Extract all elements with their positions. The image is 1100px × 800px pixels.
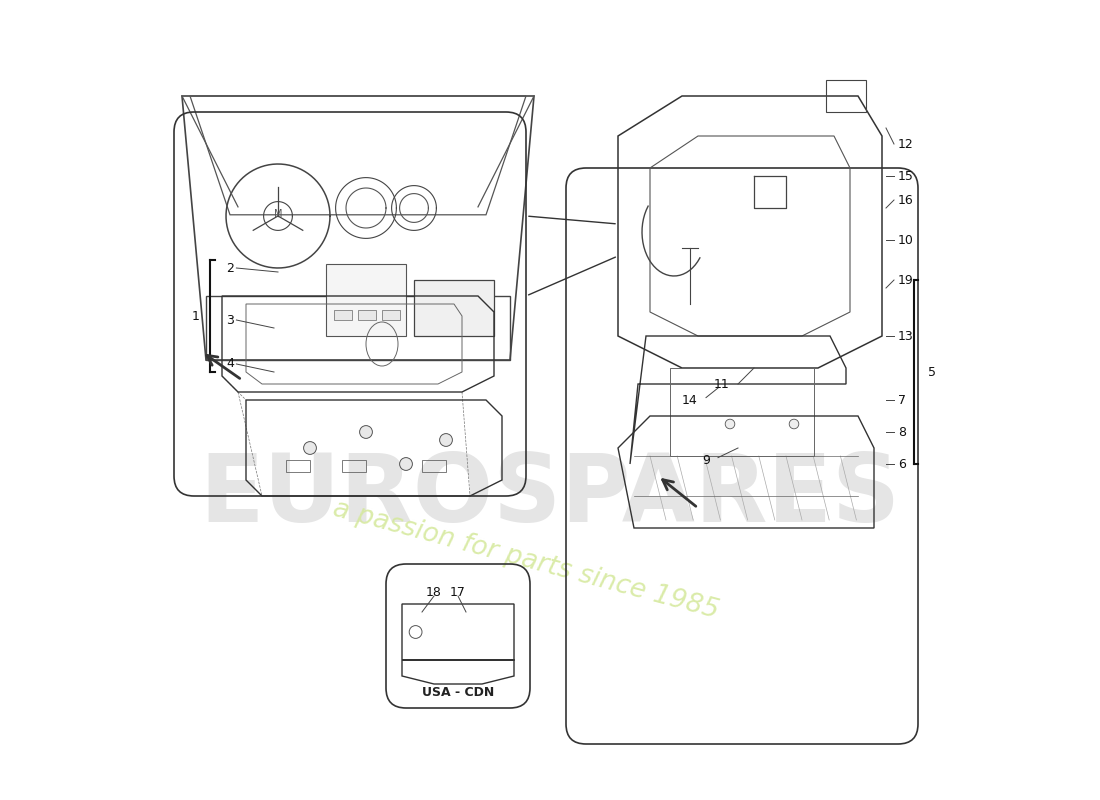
Text: 17: 17 <box>450 586 466 598</box>
Text: 12: 12 <box>898 138 914 150</box>
Bar <box>414 280 494 336</box>
Text: 8: 8 <box>898 426 906 438</box>
Text: EUROSPARES: EUROSPARES <box>199 450 901 542</box>
Circle shape <box>360 426 373 438</box>
Text: 7: 7 <box>898 394 906 406</box>
Circle shape <box>399 458 412 470</box>
Bar <box>286 460 310 472</box>
Text: 13: 13 <box>898 330 914 342</box>
Text: 5: 5 <box>928 366 936 378</box>
Circle shape <box>725 419 735 429</box>
Text: 9: 9 <box>702 454 710 466</box>
Text: a passion for parts since 1985: a passion for parts since 1985 <box>330 496 722 624</box>
Text: M: M <box>274 210 283 219</box>
Text: 19: 19 <box>898 274 914 286</box>
Circle shape <box>789 419 799 429</box>
Text: 10: 10 <box>898 234 914 246</box>
Bar <box>358 310 375 320</box>
Text: 1: 1 <box>191 310 199 322</box>
Text: 15: 15 <box>898 170 914 182</box>
Text: 18: 18 <box>426 586 442 598</box>
Text: 11: 11 <box>714 378 730 390</box>
Bar <box>342 460 366 472</box>
Bar <box>326 264 406 336</box>
Bar <box>422 460 446 472</box>
Text: 16: 16 <box>898 194 914 206</box>
Text: 3: 3 <box>227 314 234 326</box>
Circle shape <box>304 442 317 454</box>
Text: 14: 14 <box>682 394 697 406</box>
Text: 6: 6 <box>898 458 906 470</box>
Circle shape <box>440 434 452 446</box>
Bar <box>334 310 352 320</box>
Text: USA - CDN: USA - CDN <box>422 686 494 698</box>
Text: 2: 2 <box>227 262 234 274</box>
Text: 4: 4 <box>227 358 234 370</box>
Bar <box>382 310 399 320</box>
